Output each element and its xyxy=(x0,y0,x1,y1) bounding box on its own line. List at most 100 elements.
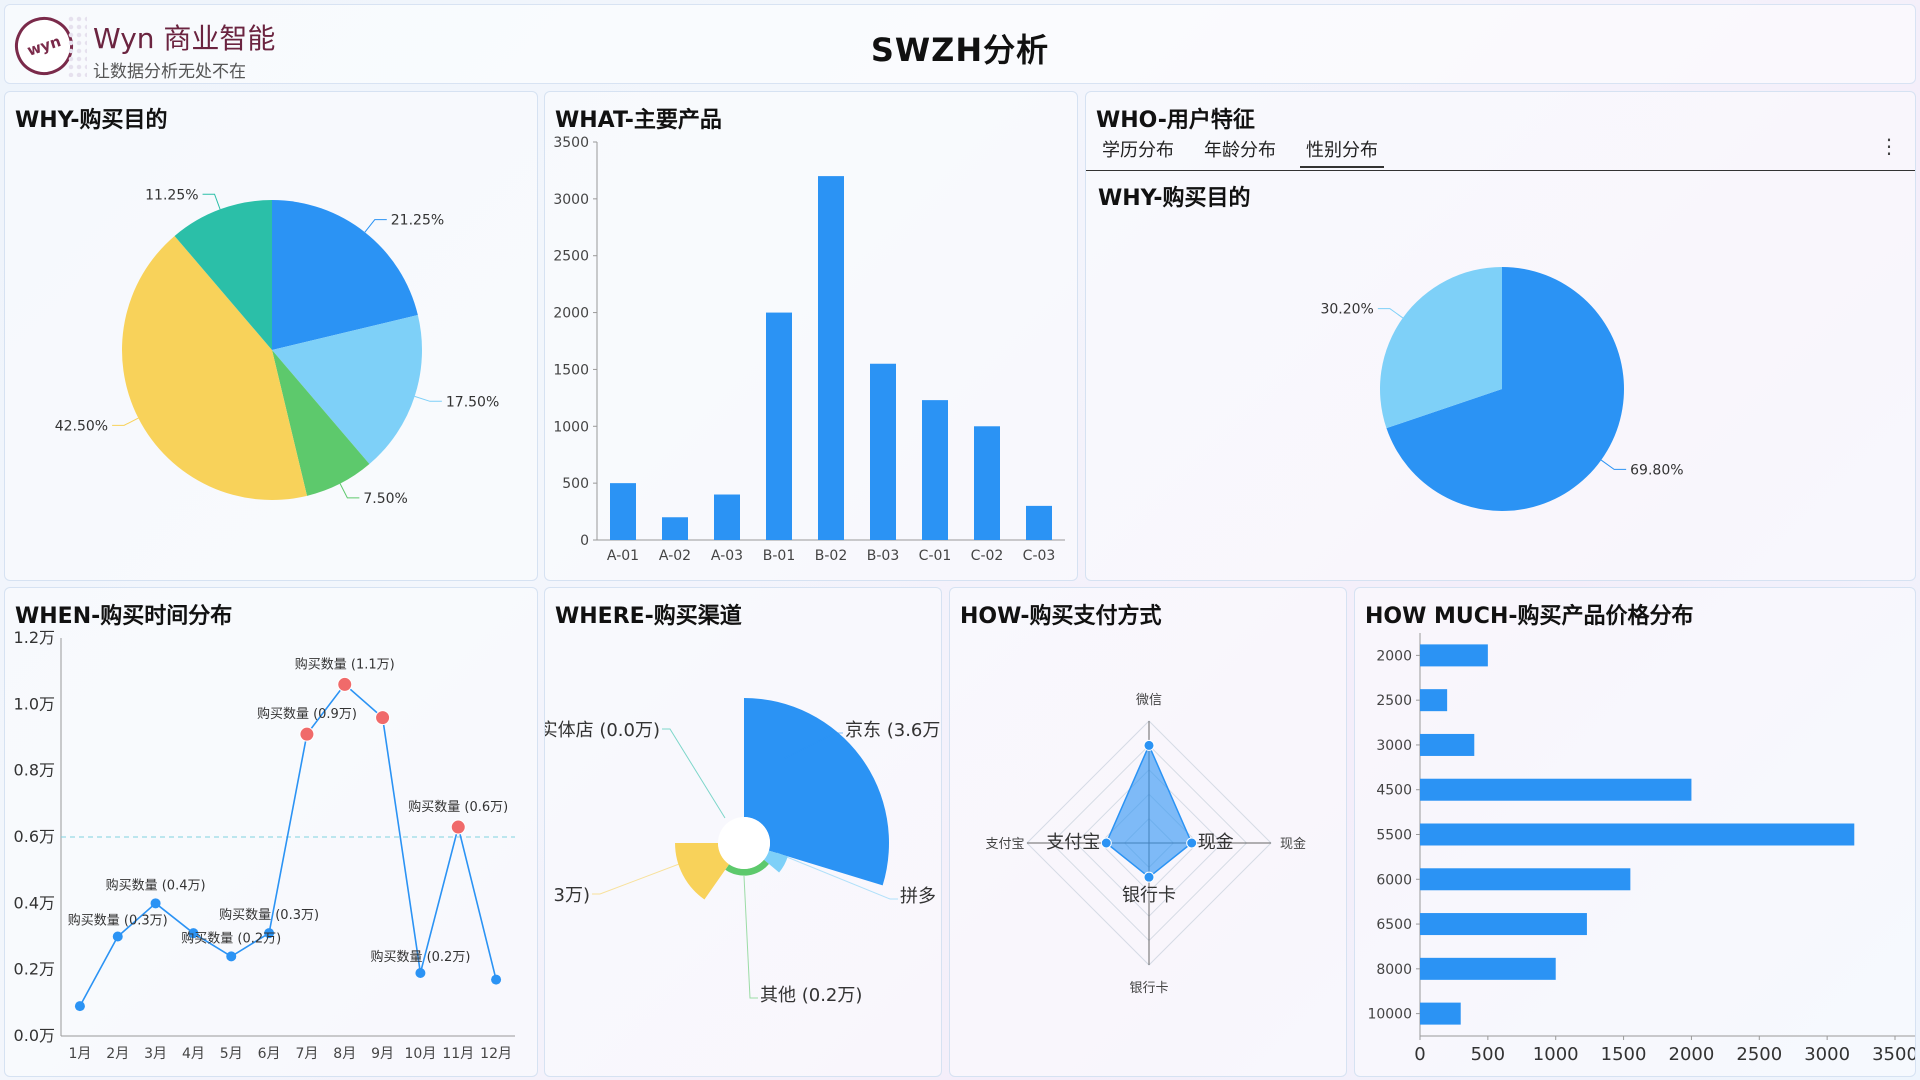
howmuch-ytick-label-0: 2000 xyxy=(1376,648,1412,664)
tab-gender[interactable]: 性别分布 xyxy=(1300,132,1384,168)
when-xtick-label-4: 5月 xyxy=(220,1046,243,1062)
why-pie-label-line-4 xyxy=(202,193,221,210)
where-label-2: 其他 (0.2万) xyxy=(760,985,862,1006)
who-pie-label-1: 30.20% xyxy=(1320,302,1373,318)
howmuch-xtick-label-3: 1500 xyxy=(1601,1044,1647,1065)
more-options-icon[interactable]: ⋮ xyxy=(1879,134,1899,158)
when-point-1 xyxy=(112,931,123,942)
what-bar-7 xyxy=(974,426,1000,540)
who-pie-slice-0 xyxy=(1386,267,1624,512)
what-bar-4 xyxy=(818,176,844,540)
why-pie-label-line-1 xyxy=(414,395,442,402)
howmuch-xtick-label-6: 3000 xyxy=(1804,1044,1850,1065)
how-radar-point-0 xyxy=(1143,739,1155,751)
howmuch-xtick-label-0: 0 xyxy=(1414,1044,1425,1065)
howmuch-ytick-label-5: 6000 xyxy=(1376,872,1412,888)
who-tabs: 学历分布 年龄分布 性别分布 xyxy=(1096,132,1384,168)
what-bar-3 xyxy=(766,312,792,540)
why-pie-slice-2 xyxy=(272,350,370,496)
howmuch-xtick-label-4: 2000 xyxy=(1669,1044,1715,1065)
where-label-line-0 xyxy=(784,732,843,759)
howmuch-ytick-label-2: 3000 xyxy=(1376,738,1412,754)
when-xtick-label-3: 4月 xyxy=(182,1046,205,1062)
why-panel: WHY-购买目的 21.25% 17.50% 7.50% 42.50% 11.25% xyxy=(4,91,538,581)
where-center-hole xyxy=(718,817,770,869)
header-bar: wyn Wyn 商业智能 让数据分析无处不在 SWZH分析 xyxy=(4,4,1916,84)
who-title: WHO-用户特征 xyxy=(1096,108,1255,133)
howmuch-bar-8 xyxy=(1420,1002,1461,1025)
what-ytick-label-6: 3000 xyxy=(553,192,589,208)
howmuch-xtick-label-7: 3500 xyxy=(1872,1044,1916,1065)
howmuch-ytick-label-1: 2500 xyxy=(1376,693,1412,709)
what-xtick-label-3: B-01 xyxy=(763,548,795,564)
tab-underline xyxy=(1086,170,1915,171)
when-point-7 xyxy=(337,676,353,692)
howmuch-bar-7 xyxy=(1420,957,1556,980)
what-xtick-label-0: A-01 xyxy=(607,548,639,564)
when-xtick-label-11: 12月 xyxy=(480,1046,512,1062)
where-panel: WHERE-购买渠道 京东 (3.6万 拼多 其他 (0.2万) 3万) 实体店 (0.… xyxy=(544,587,942,1077)
where-rose-slice-2 xyxy=(725,859,769,876)
what-ytick-label-5: 2500 xyxy=(553,249,589,265)
why-pie-chart: 21.25% 17.50% 7.50% 42.50% 11.25% xyxy=(55,187,500,507)
what-ytick-label-3: 1500 xyxy=(553,362,589,378)
when-point-0 xyxy=(74,1001,85,1012)
who-pie-label-line-0 xyxy=(1600,459,1627,470)
how-title: HOW-购买支付方式 xyxy=(960,604,1162,629)
where-label-3: 3万) xyxy=(554,885,590,906)
what-panel: WHAT-主要产品 0 500 1000 1500 2000 2500 3000 3500 A-… xyxy=(544,91,1078,581)
what-xtick-label-1: A-02 xyxy=(659,548,691,564)
why-pie-label-3: 42.50% xyxy=(55,418,108,434)
howmuch-ytick-label-3: 4500 xyxy=(1376,783,1412,799)
when-annotation-7: 购买数量 (0.6万) xyxy=(408,799,508,815)
where-label-line-3 xyxy=(592,857,696,895)
what-bar-6 xyxy=(922,400,948,540)
brand-title: Wyn 商业智能 xyxy=(93,22,276,55)
what-ytick-label-4: 2000 xyxy=(553,306,589,322)
where-label-0: 京东 (3.6万 xyxy=(845,720,940,741)
how-radar-area xyxy=(1105,743,1193,879)
what-xtick-label-5: B-03 xyxy=(867,548,899,564)
when-point-5 xyxy=(264,928,275,939)
who-pie-label-0: 69.80% xyxy=(1630,462,1683,478)
why-pie-label-2: 7.50% xyxy=(363,491,407,507)
when-point-9 xyxy=(415,967,426,978)
how-point-label-2: 银行卡 xyxy=(1122,885,1176,906)
why-pie-label-line-3 xyxy=(112,417,139,426)
tab-education[interactable]: 学历分布 xyxy=(1102,140,1174,161)
when-annotation-3: 购买数量 (0.3万) xyxy=(219,907,319,923)
page-title: SWZH分析 xyxy=(870,31,1050,69)
when-point-8 xyxy=(375,710,391,726)
howmuch-bar-1 xyxy=(1420,689,1448,712)
where-label-1: 拼多 xyxy=(900,886,936,907)
brand-subtitle: 让数据分析无处不在 xyxy=(93,62,246,82)
when-ytick-label-2: 0.4万 xyxy=(14,893,55,912)
what-xtick-label-2: A-03 xyxy=(711,548,743,564)
when-series-line xyxy=(79,683,497,1007)
how-axis-label-0: 微信 xyxy=(1136,693,1162,708)
what-ytick-label-2: 1000 xyxy=(553,419,589,435)
when-ytick-label-4: 0.8万 xyxy=(14,761,55,780)
how-radar-point-2 xyxy=(1143,871,1155,883)
why-pie-label-line-0 xyxy=(364,219,387,233)
when-ytick-label-0: 0.0万 xyxy=(14,1026,55,1045)
howmuch-bar-chart: 0 500 1000 1500 2000 2500 3000 3500 2000 2500 3000… xyxy=(1367,633,1916,1065)
tab-age[interactable]: 年龄分布 xyxy=(1204,140,1276,161)
who-pie-slice-1 xyxy=(1380,267,1502,429)
when-xtick-label-6: 7月 xyxy=(295,1046,318,1062)
what-bar-2 xyxy=(714,494,740,540)
why-pie-slice-1 xyxy=(272,314,422,465)
howmuch-bar-4 xyxy=(1420,823,1855,846)
when-xtick-label-8: 9月 xyxy=(371,1046,394,1062)
how-point-label-3: 支付宝 xyxy=(1046,832,1100,853)
how-axis-label-2: 银行卡 xyxy=(1129,981,1168,996)
howmuch-bar-3 xyxy=(1420,778,1692,801)
who-panel: WHO-用户特征 学历分布 年龄分布 性别分布 ⋮ WHY-购买目的 69.80… xyxy=(1085,91,1916,581)
what-bar-0 xyxy=(610,483,636,540)
when-line-chart: 0.0万 0.2万 0.4万 0.6万 0.8万 1.0万 1.2万 1月 2月 3月 4月 5月 6月… xyxy=(14,628,515,1062)
howmuch-title: HOW MUCH-购买产品价格分布 xyxy=(1365,604,1694,629)
logo-dots-decoration xyxy=(67,15,87,77)
where-label-line-1 xyxy=(776,852,898,900)
